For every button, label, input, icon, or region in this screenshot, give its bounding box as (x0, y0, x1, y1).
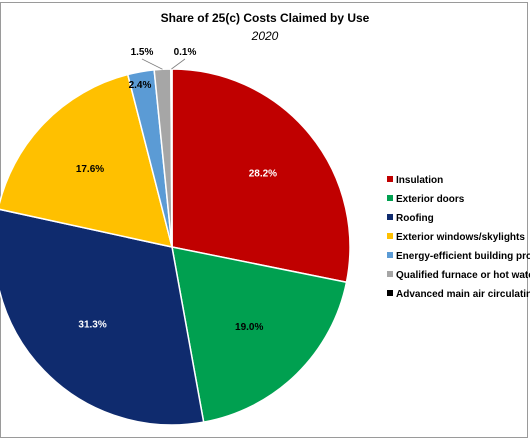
pie-callouts (141, 58, 186, 70)
data-label-qualified-furnace-or-hot-wate: 1.5% (131, 47, 154, 58)
pie-slice-exterior-doors (171, 246, 348, 424)
legend-swatch-insulation (387, 176, 393, 182)
pie-slices (0, 68, 351, 426)
legend-swatch-roofing (387, 214, 393, 220)
data-label-exterior-windows-skylights: 17.6% (76, 164, 104, 175)
pie-slice-exterior-windows-skylights (0, 73, 174, 248)
legend-label-qualified-furnace-or-hot-wate: Qualified furnace or hot wate (396, 270, 530, 281)
data-label-exterior-doors: 19.0% (235, 322, 263, 333)
legend-swatch-energy-efficient-building-pro (387, 252, 393, 258)
data-label-energy-efficient-building-pro: 2.4% (129, 80, 152, 91)
legend-label-insulation: Insulation (396, 175, 443, 186)
legend-swatch-qualified-furnace-or-hot-wate (387, 271, 393, 277)
data-label-roofing: 31.3% (78, 320, 106, 331)
legend-label-roofing: Roofing (396, 213, 434, 224)
pie-data-labels: 28.2% 19.0% 31.3% 17.6% 2.4% 1.5% 0.1% (76, 47, 277, 333)
legend-label-exterior-windows-skylights: Exterior windows/skylights (396, 232, 525, 243)
data-label-advanced-main-air-circulatin: 0.1% (174, 47, 197, 58)
chart-title: Share of 25(c) Costs Claimed by Use (161, 11, 370, 25)
legend-swatch-exterior-windows-skylights (387, 233, 393, 239)
legend-label-exterior-doors: Exterior doors (396, 194, 465, 205)
chart-subtitle: 2020 (251, 29, 279, 43)
legend-swatch-exterior-doors (387, 195, 393, 201)
callout-line-advanced-main-air-circulatin (171, 58, 186, 70)
pie-slice-insulation (171, 68, 351, 284)
legend-swatch-advanced-main-air-circulatin (387, 290, 393, 296)
data-label-insulation: 28.2% (249, 169, 277, 180)
legend-label-energy-efficient-building-pro: Energy-efficient building pro (396, 251, 530, 262)
pie-slice-roofing (0, 208, 205, 426)
legend-label-advanced-main-air-circulatin: Advanced main air circulatin (396, 289, 530, 300)
callout-line-qualified-furnace-or-hot-wate (141, 58, 163, 70)
legend: Insulation Exterior doors Roofing Exterior … (387, 175, 530, 300)
